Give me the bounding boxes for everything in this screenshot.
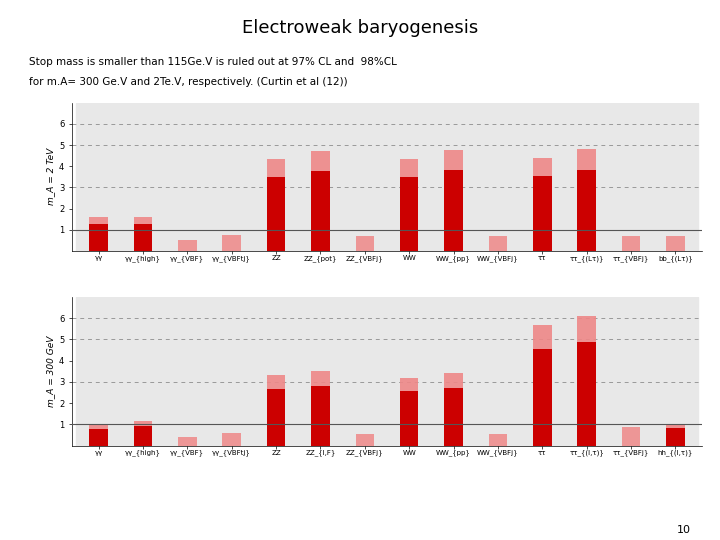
Bar: [400, 377, 418, 391]
Bar: [267, 177, 285, 251]
Bar: [577, 342, 596, 446]
Bar: [222, 234, 241, 251]
Bar: [533, 349, 552, 446]
Bar: [533, 325, 552, 349]
Bar: [178, 240, 197, 251]
Bar: [311, 386, 330, 445]
Bar: [89, 429, 108, 446]
Bar: [356, 435, 374, 446]
Bar: [400, 177, 418, 251]
Bar: [444, 388, 463, 445]
Bar: [311, 372, 330, 386]
Bar: [387, 103, 520, 251]
Bar: [134, 426, 153, 445]
Bar: [621, 236, 640, 251]
Bar: [520, 103, 698, 251]
Bar: [178, 436, 197, 446]
Bar: [89, 424, 108, 429]
Bar: [400, 159, 418, 177]
Bar: [254, 103, 387, 251]
Bar: [577, 170, 596, 251]
Bar: [311, 151, 330, 171]
Bar: [89, 224, 108, 251]
Text: for m.A= 300 Ge.V and 2Te.V, respectively. (Curtin et al (12)): for m.A= 300 Ge.V and 2Te.V, respectivel…: [29, 77, 348, 87]
Bar: [134, 217, 153, 224]
Y-axis label: m_A = 300 GeV: m_A = 300 GeV: [46, 335, 55, 407]
Bar: [222, 433, 241, 446]
Bar: [489, 435, 507, 446]
Bar: [89, 217, 108, 224]
Bar: [520, 297, 698, 445]
Bar: [134, 224, 153, 251]
Bar: [356, 236, 374, 251]
Bar: [666, 424, 685, 428]
Bar: [577, 149, 596, 170]
Text: Stop mass is smaller than 115Ge.V is ruled out at 97% CL and  98%CL: Stop mass is smaller than 115Ge.V is rul…: [29, 57, 397, 67]
Bar: [76, 103, 254, 251]
Text: 10: 10: [678, 524, 691, 535]
Bar: [444, 171, 463, 251]
Bar: [533, 177, 552, 251]
Bar: [134, 421, 153, 426]
Bar: [444, 150, 463, 171]
Bar: [267, 389, 285, 445]
Y-axis label: m_A = 2 TeV: m_A = 2 TeV: [46, 148, 55, 206]
Bar: [621, 427, 640, 446]
Bar: [666, 428, 685, 446]
Bar: [489, 236, 507, 251]
Bar: [267, 375, 285, 389]
Bar: [76, 297, 254, 445]
Bar: [400, 391, 418, 446]
Bar: [254, 297, 387, 445]
Bar: [533, 158, 552, 177]
Bar: [666, 236, 685, 251]
Bar: [387, 297, 520, 445]
Bar: [311, 171, 330, 251]
Bar: [267, 159, 285, 177]
Bar: [577, 316, 596, 342]
Text: Electroweak baryogenesis: Electroweak baryogenesis: [242, 19, 478, 37]
Bar: [444, 373, 463, 388]
